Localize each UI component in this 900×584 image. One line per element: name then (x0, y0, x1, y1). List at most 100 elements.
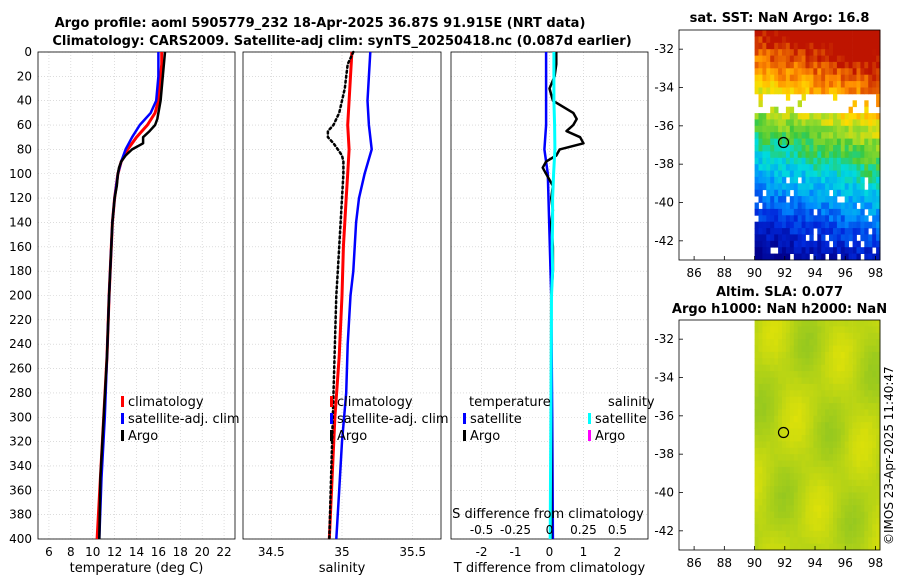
heat-cell (793, 505, 799, 513)
heat-cell (785, 332, 791, 340)
heat-cell (809, 202, 814, 210)
heat-cell (782, 36, 787, 44)
heat-cell (782, 49, 787, 56)
heat-cell (778, 435, 783, 442)
heat-cell (825, 119, 830, 127)
heat-cell (876, 473, 881, 481)
heat-cell (876, 176, 881, 184)
heat-cell (860, 505, 865, 513)
heat-cell (868, 441, 873, 449)
map-frame (678, 29, 881, 261)
heat-cell (856, 151, 861, 159)
heat-cell (817, 68, 822, 76)
heat-cell (813, 145, 818, 152)
heat-cell (876, 151, 881, 159)
heat-cell (789, 492, 795, 500)
heat-cell (809, 247, 814, 254)
heat-cell (864, 511, 869, 519)
heat-cell (848, 326, 853, 334)
heat-cell (825, 196, 830, 203)
heat-cell (774, 498, 779, 506)
y-tick-label: -38 (654, 157, 674, 171)
heat-cell (758, 460, 763, 468)
heat-cell (774, 390, 779, 398)
heat-cell (836, 415, 842, 423)
heat-cell (836, 505, 842, 513)
heat-cell (785, 36, 791, 44)
heat-cell (856, 176, 861, 184)
heat-cell (836, 435, 842, 442)
heat-cell (766, 176, 771, 184)
heat-cell (840, 371, 846, 378)
heat-cell (844, 364, 849, 372)
heat-cell (840, 145, 846, 152)
heat-cell (844, 479, 849, 487)
heat-cell (836, 332, 842, 340)
heat-cell (797, 511, 802, 519)
heat-cell (789, 81, 795, 88)
heat-cell (829, 358, 834, 366)
heat-cell (833, 30, 838, 37)
heat-cell (817, 320, 822, 327)
heat-cell (872, 543, 877, 551)
heat-cell (813, 74, 818, 82)
heat-cell (836, 145, 842, 152)
heat-cell (754, 247, 759, 254)
heat-cell (848, 208, 853, 216)
heat-cell (782, 81, 787, 88)
heat-cell (876, 454, 881, 461)
heat-cell (844, 221, 849, 229)
heat-cell (840, 383, 846, 391)
heat-cell (793, 377, 799, 385)
heat-cell (801, 81, 806, 88)
heat-cell (817, 409, 822, 417)
heat-cell (797, 30, 802, 37)
heat-cell (762, 253, 767, 261)
heat-cell (809, 74, 814, 82)
heat-cell (770, 447, 775, 455)
heat-cell (785, 518, 791, 525)
heat-cell (766, 81, 771, 88)
heat-cell (821, 358, 826, 366)
heat-cell (762, 170, 767, 178)
heat-cell (825, 518, 830, 525)
heat-cell (872, 428, 877, 436)
heat-cell (793, 240, 799, 248)
heat-cell (778, 151, 783, 159)
y-tick-label: 80 (17, 142, 32, 156)
heat-cell (860, 132, 865, 139)
heat-cell (840, 247, 846, 254)
heat-cell (770, 221, 775, 229)
heat-cell (785, 454, 791, 461)
heat-cell (868, 151, 873, 159)
heat-cell (778, 422, 783, 429)
heat-cell (785, 170, 791, 178)
heat-cell (801, 441, 806, 449)
heat-cell (782, 543, 787, 551)
heat-cell (825, 383, 830, 391)
heat-cell (844, 81, 849, 88)
heat-cell (774, 460, 779, 468)
heat-cell (789, 377, 795, 385)
heat-cell (770, 138, 775, 146)
heat-cell (778, 460, 783, 468)
heat-cell (785, 403, 791, 410)
heat-cell (770, 326, 775, 334)
heat-cell (825, 320, 830, 327)
heat-cell (840, 183, 846, 191)
heat-cell (782, 447, 787, 455)
heat-cell (844, 157, 849, 165)
heat-cell (856, 428, 861, 436)
heat-cell (817, 145, 822, 152)
heat-cell (801, 543, 806, 551)
heat-cell (856, 145, 861, 152)
heat-cell (789, 320, 795, 327)
heat-cell (852, 377, 857, 385)
heat-cell (766, 492, 771, 500)
heat-cell (766, 486, 771, 493)
heat-cell (840, 447, 846, 455)
heat-cell (833, 176, 838, 184)
heat-cell (864, 247, 869, 254)
heat-cell (848, 189, 853, 197)
heat-cell (813, 435, 818, 442)
